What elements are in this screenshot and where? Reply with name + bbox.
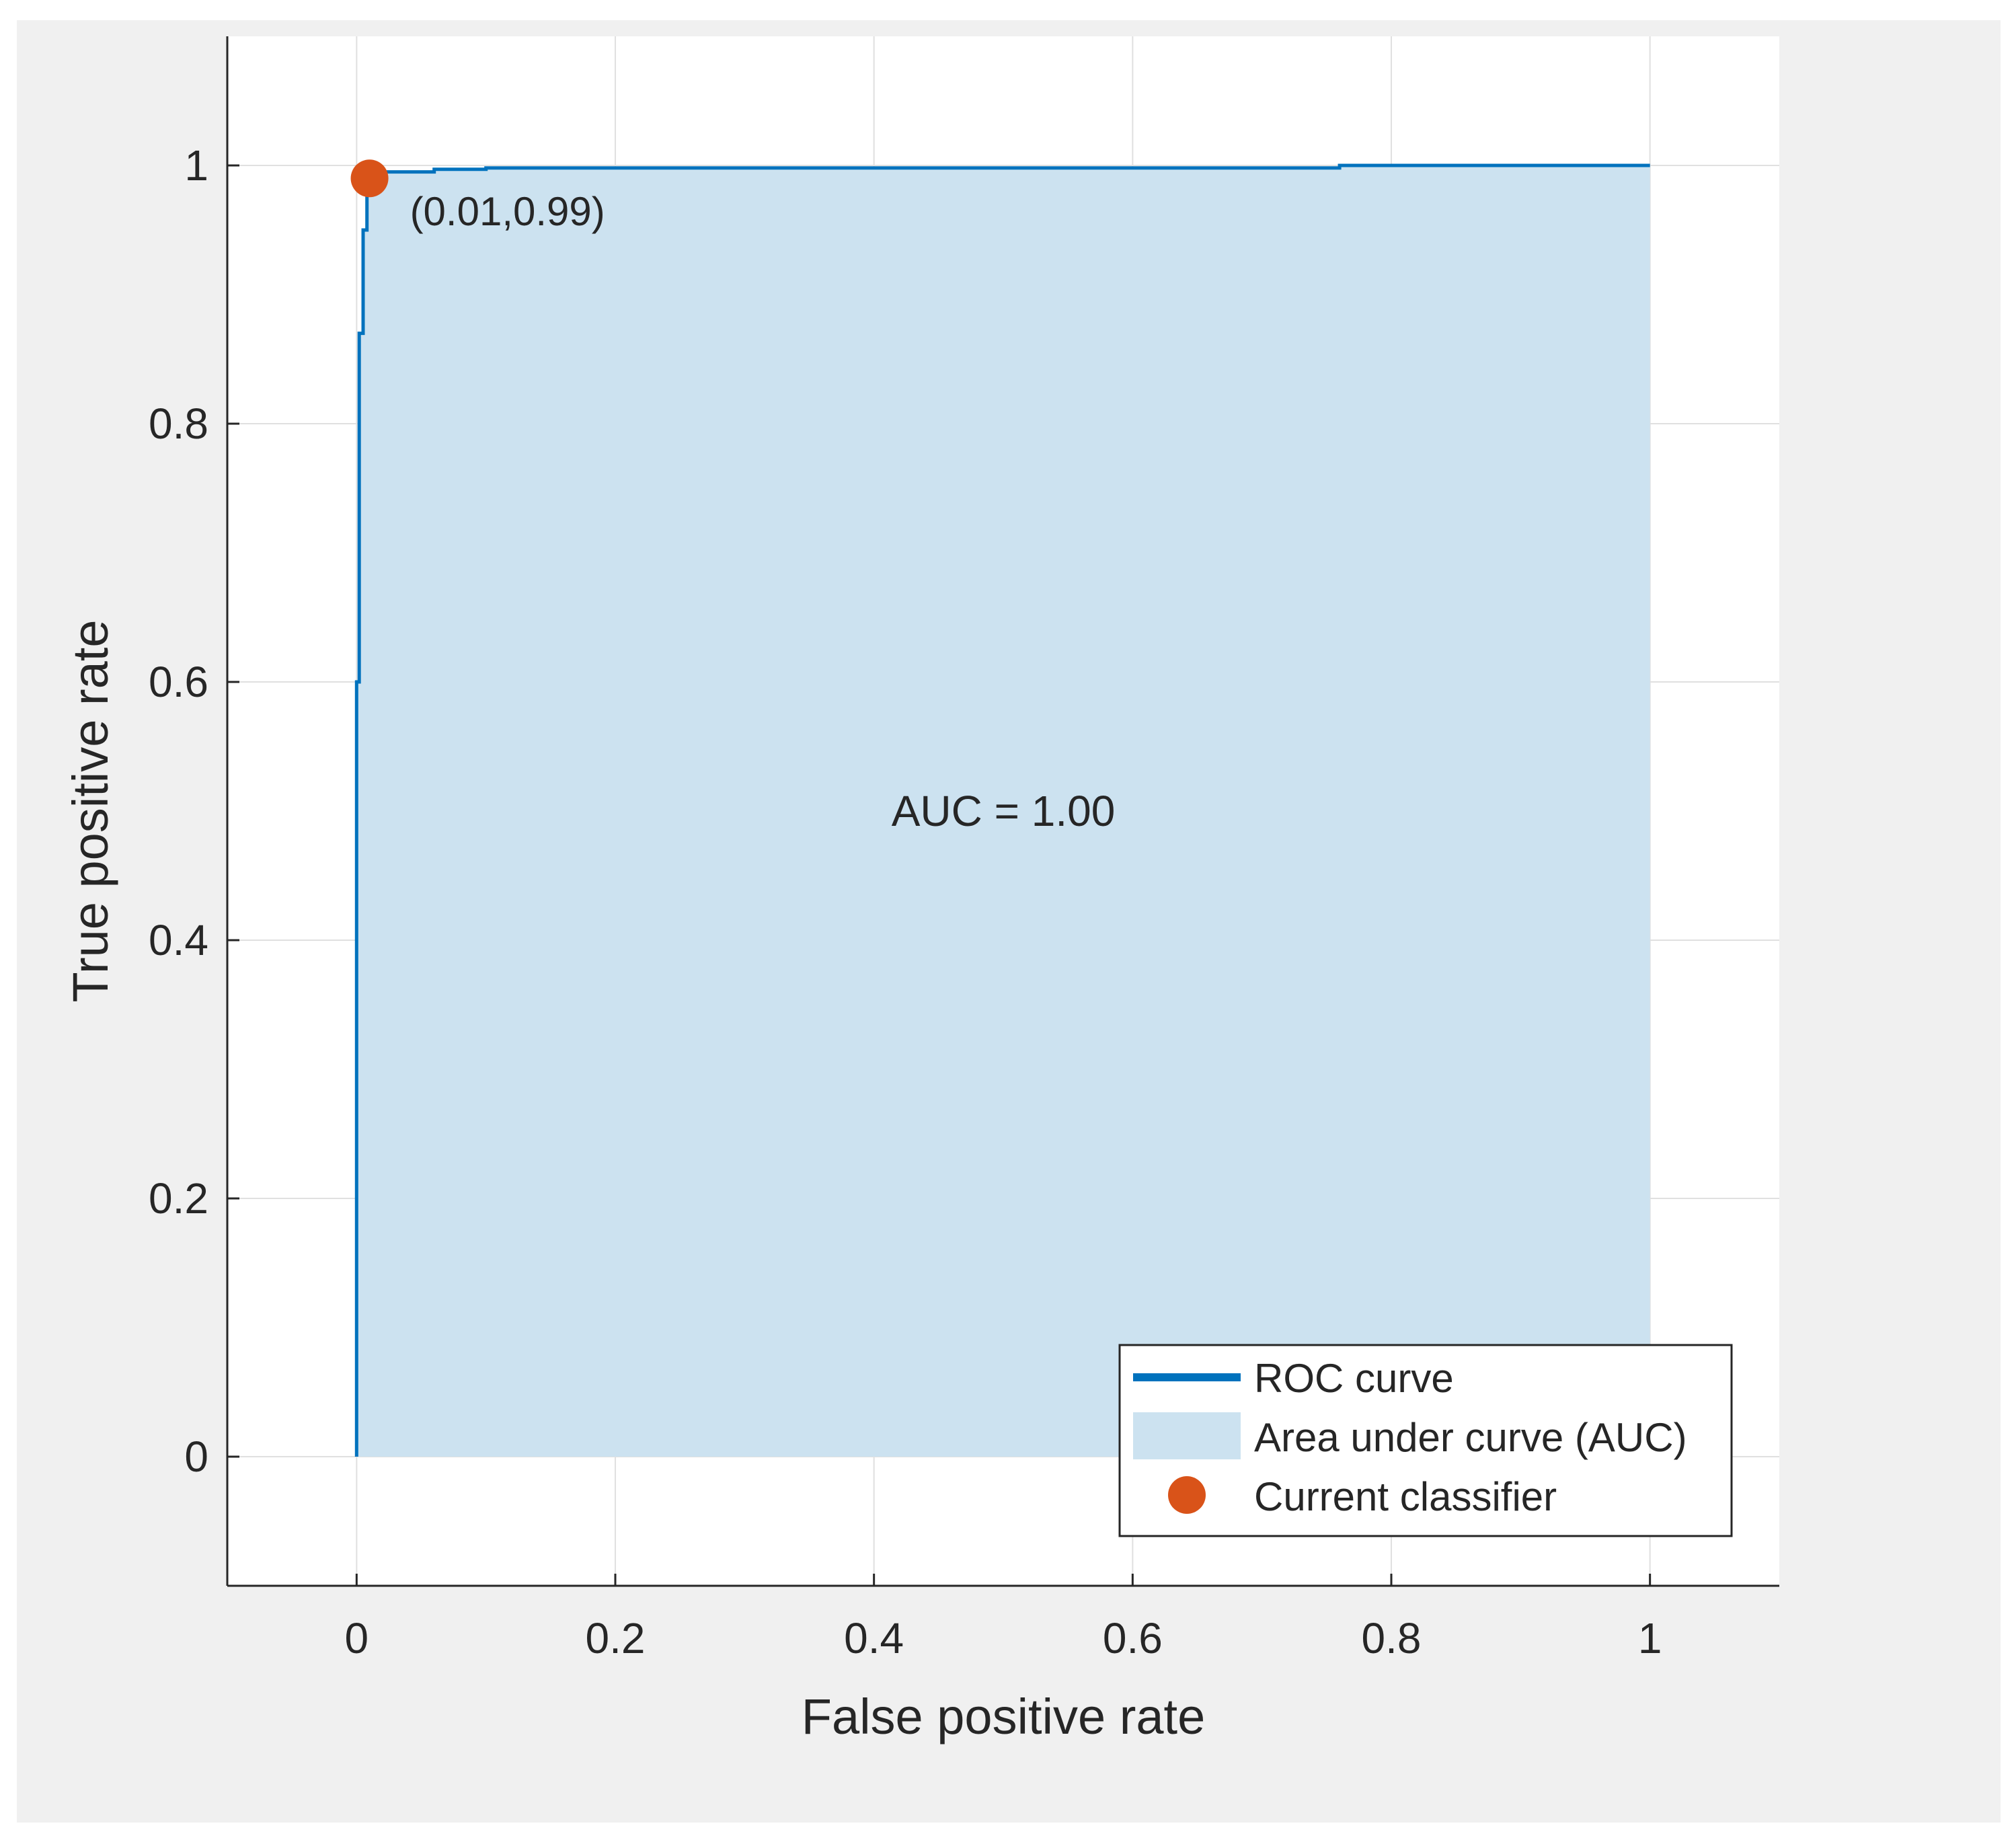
roc-chart: 0 0.2 0.4 0.6 0.8 1 0 0.2 0.4 0.6 0.8 1 (0.01,0.99)… (63, 36, 1779, 1745)
y-axis-label: True positive rate (63, 620, 118, 1003)
tick-labels: 0 0.2 0.4 0.6 0.8 1 0 0.2 0.4 0.6 0.8 1 (149, 141, 1662, 1662)
x-tick-label: 0 (345, 1614, 369, 1662)
legend-auc-swatch (1133, 1412, 1241, 1459)
legend-auc-label: Area under curve (AUC) (1254, 1415, 1687, 1460)
axes (226, 36, 1779, 1587)
current-classifier-marker[interactable] (350, 159, 389, 198)
y-tick-label: 0 (184, 1432, 208, 1481)
y-tick-label: 0.8 (149, 399, 208, 448)
figure-panel: 0 0.2 0.4 0.6 0.8 1 0 0.2 0.4 0.6 0.8 1 (0.01,0.99)… (17, 20, 2001, 1823)
legend-classifier-label: Current classifier (1254, 1474, 1557, 1519)
x-axis-label: False positive rate (802, 1689, 1206, 1745)
auc-area (356, 165, 1650, 1457)
y-tick-label: 0.6 (149, 658, 208, 706)
x-tick-label: 0.4 (844, 1614, 904, 1662)
x-tick-label: 0.6 (1103, 1614, 1163, 1662)
y-tick-label: 0.4 (149, 916, 208, 964)
legend: ROC curve Area under curve (AUC) Current… (1118, 1344, 1733, 1537)
x-tick-label: 0.8 (1362, 1614, 1422, 1662)
legend-roc-label: ROC curve (1254, 1356, 1454, 1401)
x-tick-label: 0.2 (586, 1614, 646, 1662)
y-tick-label: 1 (184, 141, 208, 190)
legend-classifier-swatch (1168, 1476, 1206, 1514)
x-tick-label: 1 (1638, 1614, 1662, 1662)
auc-label: AUC = 1.00 (892, 787, 1116, 835)
classifier-point-label: (0.01,0.99) (410, 189, 605, 234)
y-tick-label: 0.2 (149, 1174, 208, 1223)
